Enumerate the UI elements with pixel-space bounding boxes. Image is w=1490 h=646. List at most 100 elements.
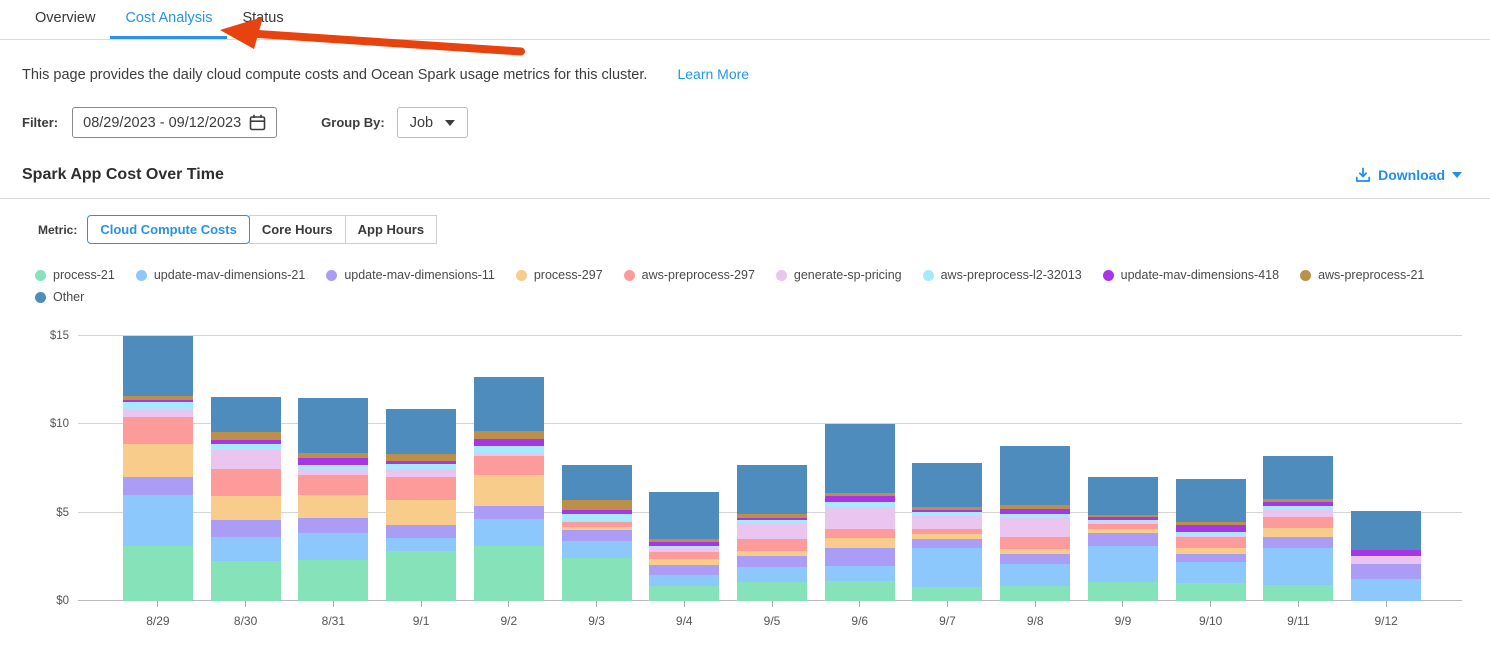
bar-segment-update-mav-dimensions-418[interactable] [824,495,895,503]
bar-segment-update-mav-dimensions-11[interactable] [824,548,895,566]
bar-segment-aws-preprocess-l2-32013[interactable] [473,446,544,453]
bar-segment-process-297[interactable] [1175,548,1246,555]
bar-segment-process-297[interactable] [122,443,193,478]
bar-segment-update-mav-dimensions-21[interactable] [386,538,457,551]
bar-segment-aws-preprocess-l2-32013[interactable] [122,402,193,410]
bar-segment-update-mav-dimensions-21[interactable] [210,537,281,562]
bar-segment-aws-preprocess-l2-32013[interactable] [210,443,281,450]
stacked-bar-9/11[interactable] [1263,456,1334,601]
bar-segment-aws-preprocess-297[interactable] [1175,537,1246,549]
bar-segment-generate-sp-pricing[interactable] [737,523,807,540]
bar-segment-aws-preprocess-21[interactable] [298,452,369,458]
bar-segment-process-21[interactable] [122,546,193,601]
bar-segment-Other[interactable] [912,463,983,507]
bar-segment-update-mav-dimensions-418[interactable] [737,518,807,520]
stacked-bar-9/7[interactable] [912,463,983,601]
bar-segment-update-mav-dimensions-11[interactable] [1175,554,1246,563]
bar-segment-aws-preprocess-21[interactable] [912,506,983,511]
bar-segment-update-mav-dimensions-11[interactable] [737,555,807,568]
bar-segment-generate-sp-pricing[interactable] [824,507,895,530]
bar-segment-Other[interactable] [122,336,193,397]
bar-segment-Other[interactable] [298,397,369,453]
bar-segment-aws-preprocess-21[interactable] [1000,504,1071,510]
bar-segment-process-21[interactable] [473,546,544,601]
tab-cost-analysis[interactable]: Cost Analysis [110,1,228,39]
metric-option-cloud-compute-costs[interactable]: Cloud Compute Costs [87,215,250,244]
legend-item[interactable]: aws-preprocess-21 [1300,268,1424,282]
bar-segment-aws-preprocess-297[interactable] [737,539,807,551]
bar-segment-aws-preprocess-l2-32013[interactable] [1000,514,1071,518]
bar-segment-aws-preprocess-l2-32013[interactable] [824,502,895,508]
bar-segment-update-mav-dimensions-11[interactable] [473,505,544,519]
bar-segment-update-mav-dimensions-418[interactable] [561,510,632,514]
bar-segment-process-21[interactable] [1000,585,1071,601]
bar-segment-process-297[interactable] [386,500,457,526]
legend-item[interactable]: update-mav-dimensions-21 [135,268,305,282]
bar-segment-Other[interactable] [1351,510,1422,550]
bar-segment-Other[interactable] [473,376,544,431]
bar-segment-process-297[interactable] [737,550,807,556]
bar-segment-update-mav-dimensions-418[interactable] [1000,509,1071,515]
bar-segment-generate-sp-pricing[interactable] [1000,517,1071,538]
bar-segment-process-21[interactable] [737,582,807,601]
legend-item[interactable]: aws-preprocess-297 [623,268,755,282]
bar-segment-process-21[interactable] [210,561,281,601]
bar-segment-update-mav-dimensions-11[interactable] [912,539,983,549]
bar-segment-generate-sp-pricing[interactable] [386,469,457,478]
bar-segment-update-mav-dimensions-21[interactable] [649,574,720,586]
bar-segment-generate-sp-pricing[interactable] [1351,555,1422,564]
bar-segment-update-mav-dimensions-11[interactable] [561,530,632,541]
legend-item[interactable]: Other [35,290,84,304]
metric-option-core-hours[interactable]: Core Hours [248,215,346,244]
metric-option-app-hours[interactable]: App Hours [344,215,438,244]
bar-segment-update-mav-dimensions-418[interactable] [386,460,457,465]
bar-segment-Other[interactable] [1263,456,1334,499]
bar-segment-aws-preprocess-21[interactable] [1175,521,1246,526]
bar-segment-update-mav-dimensions-21[interactable] [912,548,983,587]
bar-segment-aws-preprocess-l2-32013[interactable] [912,511,983,517]
stacked-bar-9/10[interactable] [1175,479,1246,601]
tab-overview[interactable]: Overview [35,9,96,26]
bar-segment-aws-preprocess-21[interactable] [824,493,895,496]
bar-segment-aws-preprocess-297[interactable] [298,474,369,496]
bar-segment-update-mav-dimensions-21[interactable] [824,565,895,581]
bar-segment-aws-preprocess-297[interactable] [824,529,895,539]
bar-segment-aws-preprocess-297[interactable] [561,522,632,527]
bar-segment-aws-preprocess-21[interactable] [649,539,720,542]
legend-item[interactable]: update-mav-dimensions-418 [1102,268,1279,282]
bar-segment-aws-preprocess-297[interactable] [210,469,281,496]
bar-segment-process-297[interactable] [561,526,632,531]
bar-segment-process-21[interactable] [561,557,632,601]
bar-segment-process-297[interactable] [298,495,369,518]
bar-segment-aws-preprocess-l2-32013[interactable] [649,546,720,549]
bar-segment-update-mav-dimensions-21[interactable] [1000,563,1071,586]
bar-segment-generate-sp-pricing[interactable] [1087,521,1158,525]
bar-segment-update-mav-dimensions-418[interactable] [210,440,281,444]
bar-segment-update-mav-dimensions-11[interactable] [386,525,457,539]
bar-segment-aws-preprocess-l2-32013[interactable] [298,465,369,471]
bar-segment-aws-preprocess-21[interactable] [386,453,457,461]
bar-segment-aws-preprocess-21[interactable] [561,500,632,511]
bar-segment-aws-preprocess-l2-32013[interactable] [386,464,457,470]
legend-item[interactable]: process-297 [515,268,603,282]
stacked-bar-9/4[interactable] [649,491,720,601]
tab-status[interactable]: Status [242,9,284,26]
bar-segment-update-mav-dimensions-21[interactable] [473,518,544,547]
bar-segment-process-297[interactable] [1000,548,1071,555]
bar-segment-update-mav-dimensions-418[interactable] [1175,525,1246,533]
stacked-bar-9/8[interactable] [1000,446,1071,601]
bar-segment-update-mav-dimensions-418[interactable] [912,510,983,512]
bar-segment-process-297[interactable] [210,495,281,520]
bar-segment-aws-preprocess-l2-32013[interactable] [1087,519,1158,522]
bar-segment-update-mav-dimensions-11[interactable] [1000,554,1071,564]
bar-segment-update-mav-dimensions-21[interactable] [737,567,807,583]
bar-segment-aws-preprocess-297[interactable] [912,528,983,534]
legend-item[interactable]: aws-preprocess-l2-32013 [922,268,1082,282]
bar-segment-update-mav-dimensions-11[interactable] [298,517,369,533]
bar-segment-update-mav-dimensions-418[interactable] [473,439,544,447]
bar-segment-update-mav-dimensions-11[interactable] [1263,536,1334,549]
bar-segment-process-297[interactable] [824,538,895,549]
group-by-select[interactable]: Job [396,107,469,138]
bar-segment-aws-preprocess-21[interactable] [473,430,544,440]
bar-segment-generate-sp-pricing[interactable] [473,452,544,457]
